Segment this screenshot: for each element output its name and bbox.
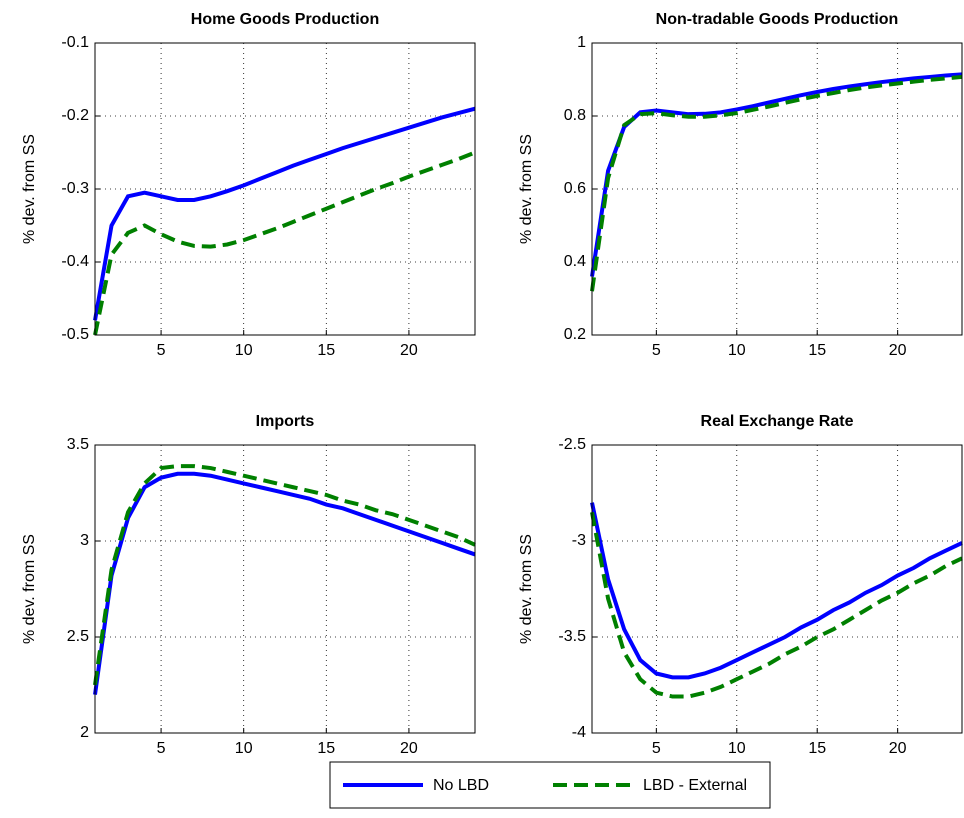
data-line	[93, 471, 476, 695]
plot-border	[591, 444, 963, 734]
y-tick-label: -0.4	[61, 253, 89, 270]
subplot: 5 10 15 20 0.2 0.4 0.6 0.8 1 Non-tradable Goods P…	[518, 11, 963, 359]
data-line	[93, 464, 476, 686]
y-tick-label: 3	[80, 532, 89, 549]
x-tick-label: 15	[317, 740, 335, 757]
legend-box	[329, 761, 771, 809]
y-axis-label: % dev. from SS	[518, 534, 535, 644]
subplot: 5 10 15 20 -0.5 -0.4 -0.3 -0.2 -0.1 Home Goods Pr…	[21, 11, 476, 359]
subplot: 5 10 15 20 -4 -3.5 -3 -2.5 Real Exchange Rate % d…	[518, 413, 963, 757]
data-line	[93, 150, 476, 336]
y-tick-label: -0.1	[61, 34, 89, 51]
y-tick-label: -4	[572, 724, 586, 741]
x-tick-label: 20	[400, 342, 418, 359]
y-tick-label: -3	[572, 532, 586, 549]
plot-border	[94, 444, 476, 734]
data-line	[93, 106, 476, 321]
y-tick-label: 3.5	[67, 436, 89, 453]
data-line	[590, 502, 963, 680]
x-tick-label: 15	[808, 342, 826, 359]
y-axis-label: % dev. from SS	[518, 134, 535, 244]
x-tick-label: 20	[400, 740, 418, 757]
y-tick-label: -2.5	[558, 436, 586, 453]
subplot: 5 10 15 20 2 2.5 3 3.5 Imports % dev. from SS	[21, 413, 476, 757]
y-tick-label: 0.8	[564, 107, 586, 124]
y-tick-label: -0.2	[61, 107, 89, 124]
y-tick-label: 0.6	[564, 180, 586, 197]
y-tick-label: 1	[577, 34, 586, 51]
x-tick-label: 20	[889, 740, 907, 757]
y-tick-label: -0.3	[61, 180, 89, 197]
x-tick-label: 20	[889, 342, 907, 359]
x-tick-label: 5	[652, 740, 661, 757]
x-tick-label: 5	[157, 740, 166, 757]
data-line	[590, 72, 963, 277]
y-tick-label: -3.5	[558, 628, 586, 645]
y-tick-label: -0.5	[61, 326, 89, 343]
chart-title: Non-tradable Goods Production	[656, 11, 899, 28]
x-tick-label: 15	[808, 740, 826, 757]
chart-title: Real Exchange Rate	[701, 413, 854, 430]
y-tick-label: 2.5	[67, 628, 89, 645]
x-tick-label: 10	[235, 740, 253, 757]
x-tick-label: 15	[317, 342, 335, 359]
x-tick-label: 5	[157, 342, 166, 359]
y-tick-label: 0.4	[564, 253, 586, 270]
legend-label: No LBD	[433, 777, 489, 794]
y-axis-label: % dev. from SS	[21, 534, 38, 644]
x-tick-label: 10	[728, 740, 746, 757]
data-line	[590, 74, 963, 292]
x-tick-label: 5	[652, 342, 661, 359]
x-tick-label: 10	[235, 342, 253, 359]
plot-border	[94, 42, 476, 336]
chart-title: Imports	[256, 413, 315, 430]
chart-title: Home Goods Production	[191, 11, 379, 28]
legend-label: LBD - External	[643, 777, 747, 794]
y-tick-label: 0.2	[564, 326, 586, 343]
data-line	[590, 511, 963, 699]
y-tick-label: 2	[80, 724, 89, 741]
plot-border	[591, 42, 963, 336]
legend: No LBD LBD - External	[329, 761, 771, 809]
y-axis-label: % dev. from SS	[21, 134, 38, 244]
x-tick-label: 10	[728, 342, 746, 359]
plot-area	[95, 445, 475, 733]
